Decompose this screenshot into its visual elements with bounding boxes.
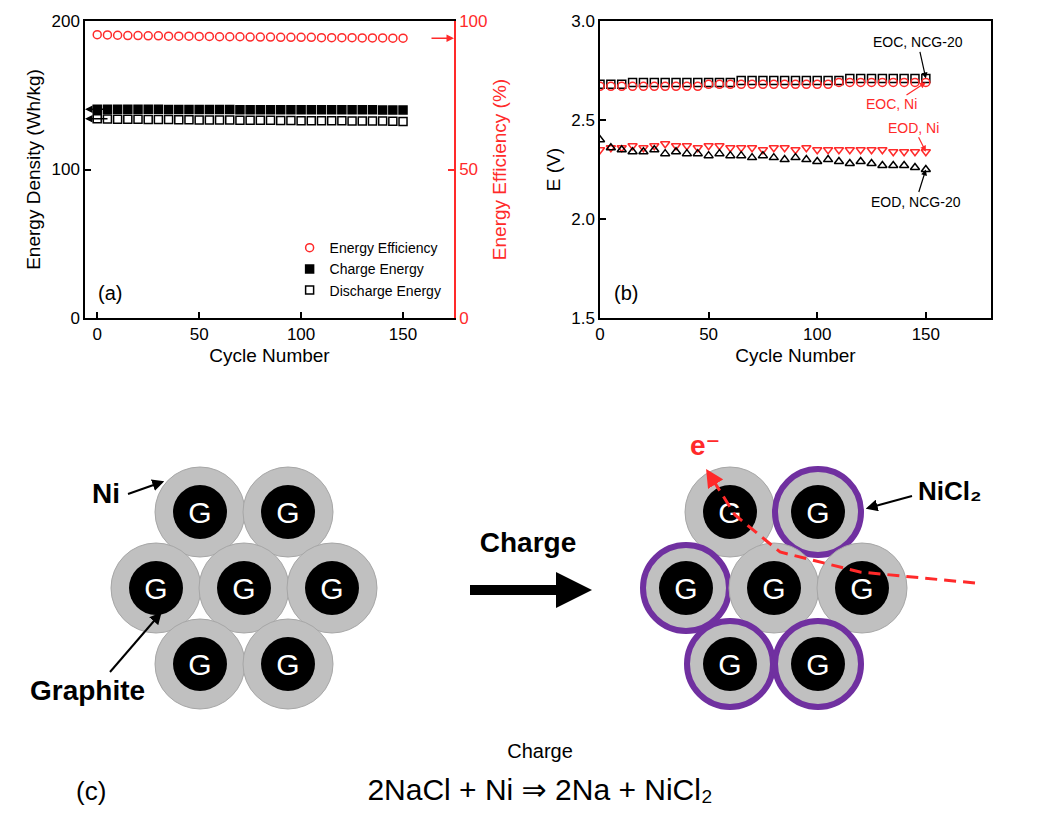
svg-text:0: 0 xyxy=(459,309,468,328)
svg-text:0: 0 xyxy=(92,325,101,344)
svg-text:2.5: 2.5 xyxy=(571,111,595,130)
svg-text:50: 50 xyxy=(190,325,209,344)
svg-text:100: 100 xyxy=(803,325,831,344)
svg-text:2.0: 2.0 xyxy=(571,210,595,229)
svg-text:G: G xyxy=(144,572,167,605)
svg-text:100: 100 xyxy=(51,160,79,179)
svg-text:3.0: 3.0 xyxy=(571,12,595,31)
svg-text:1.5: 1.5 xyxy=(571,309,595,328)
svg-text:2NaCl + Ni ⇒ 2Na + NiCl₂: 2NaCl + Ni ⇒ 2Na + NiCl₂ xyxy=(367,773,712,806)
svg-text:Ni: Ni xyxy=(92,478,120,509)
svg-text:0: 0 xyxy=(70,309,79,328)
svg-text:200: 200 xyxy=(51,12,79,31)
svg-text:G: G xyxy=(188,496,211,529)
svg-text:100: 100 xyxy=(287,325,315,344)
svg-text:G: G xyxy=(850,572,873,605)
svg-text:150: 150 xyxy=(389,325,417,344)
svg-text:G: G xyxy=(718,496,741,529)
svg-text:(c): (c) xyxy=(76,776,106,806)
svg-text:G: G xyxy=(674,572,697,605)
svg-text:G: G xyxy=(188,648,211,681)
svg-text:Charge: Charge xyxy=(507,740,573,762)
svg-text:Cycle Number: Cycle Number xyxy=(209,345,330,366)
svg-text:Graphite: Graphite xyxy=(30,675,145,706)
svg-text:50: 50 xyxy=(699,325,718,344)
svg-text:50: 50 xyxy=(459,160,478,179)
svg-text:150: 150 xyxy=(912,325,940,344)
svg-text:G: G xyxy=(806,496,829,529)
svg-text:G: G xyxy=(806,648,829,681)
svg-text:G: G xyxy=(276,496,299,529)
svg-text:0: 0 xyxy=(595,325,604,344)
svg-text:EOC, Ni: EOC, Ni xyxy=(866,96,917,112)
svg-text:e⁻: e⁻ xyxy=(690,430,720,461)
svg-text:(a): (a) xyxy=(98,282,122,304)
svg-text:Discharge Energy: Discharge Energy xyxy=(330,283,441,299)
svg-text:Charge Energy: Charge Energy xyxy=(330,261,424,277)
svg-text:G: G xyxy=(718,648,741,681)
svg-text:G: G xyxy=(232,572,255,605)
svg-text:Energy Efficiency: Energy Efficiency xyxy=(330,240,438,256)
svg-text:100: 100 xyxy=(459,12,487,31)
svg-text:G: G xyxy=(320,572,343,605)
svg-text:G: G xyxy=(276,648,299,681)
svg-text:G: G xyxy=(762,572,785,605)
svg-text:EOC, NCG-20: EOC, NCG-20 xyxy=(873,34,963,50)
svg-text:EOD, Ni: EOD, Ni xyxy=(888,120,939,136)
svg-text:Cycle Number: Cycle Number xyxy=(735,345,856,366)
svg-text:Charge: Charge xyxy=(480,527,576,558)
svg-text:E (V): E (V) xyxy=(543,148,564,191)
svg-text:(b): (b) xyxy=(614,282,638,304)
svg-text:EOD, NCG-20: EOD, NCG-20 xyxy=(871,194,961,210)
svg-text:Energy Efficiency (%): Energy Efficiency (%) xyxy=(489,79,510,260)
svg-text:NiCl₂: NiCl₂ xyxy=(918,476,982,506)
svg-text:Energy Density (Wh/kg): Energy Density (Wh/kg) xyxy=(23,69,44,270)
